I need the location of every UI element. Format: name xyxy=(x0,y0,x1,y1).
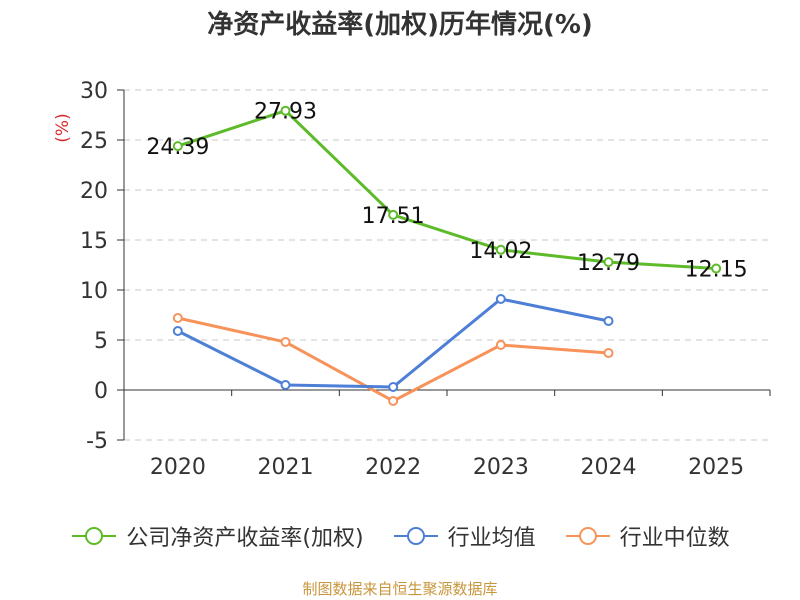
y-tick-label: 25 xyxy=(80,129,108,154)
series-line-0 xyxy=(177,108,717,270)
y-tick-label: 5 xyxy=(94,329,108,354)
legend-label-company: 公司净资产收益率(加权) xyxy=(126,526,364,551)
legend: 公司净资产收益率(加权) 行业均值 行业中位数 xyxy=(0,520,800,552)
x-tick-label: 2024 xyxy=(581,455,637,480)
data-point-series-2 xyxy=(388,396,399,406)
chart-title: 净资产收益率(加权)历年情况(%) xyxy=(207,10,593,40)
data-point-series-1 xyxy=(603,316,614,326)
data-point-series-0 xyxy=(603,257,614,268)
data-point-series-0 xyxy=(172,141,183,152)
data-label: 24.39 xyxy=(146,135,209,160)
data-point-series-0 xyxy=(280,105,291,116)
legend-label-industry-median: 行业中位数 xyxy=(619,526,730,551)
data-point-series-1 xyxy=(172,326,183,336)
x-tick-label: 2022 xyxy=(365,455,421,480)
y-tick-label: -5 xyxy=(86,429,108,454)
y-tick-label: 0 xyxy=(94,379,108,404)
data-point-series-1 xyxy=(495,294,506,304)
data-label: 12.15 xyxy=(685,258,748,283)
x-tick-label: 2023 xyxy=(473,455,529,480)
legend-item-company: 公司净资产收益率(加权) xyxy=(70,520,364,552)
legend-marker-industry-median xyxy=(565,527,610,545)
series-line-1 xyxy=(177,297,609,389)
data-label: 14.02 xyxy=(469,239,532,264)
data-point-series-2 xyxy=(603,348,614,358)
data-point-series-2 xyxy=(495,340,506,350)
y-tick-label: 30 xyxy=(80,79,108,104)
source-footnote: 制图数据来自恒生聚源数据库 xyxy=(302,580,498,598)
x-tick-label: 2021 xyxy=(258,455,314,480)
data-point-series-2 xyxy=(280,337,291,347)
x-tick-label: 2020 xyxy=(150,455,206,480)
legend-label-industry-mean: 行业均值 xyxy=(447,526,536,551)
data-point-series-1 xyxy=(280,380,291,390)
data-point-series-0 xyxy=(495,244,506,255)
y-tick-label: 10 xyxy=(80,279,108,304)
data-point-series-1 xyxy=(388,382,399,392)
legend-marker-company xyxy=(72,527,117,545)
legend-marker-industry-mean xyxy=(393,527,438,545)
data-point-series-0 xyxy=(711,263,722,274)
data-label: 27.93 xyxy=(254,100,317,125)
data-point-series-0 xyxy=(388,209,399,220)
legend-item-industry-mean: 行业均值 xyxy=(392,520,536,552)
x-tick-label: 2025 xyxy=(688,455,744,480)
legend-item-industry-median: 行业中位数 xyxy=(564,520,730,552)
y-axis-label: (%) xyxy=(53,113,73,142)
data-label: 12.79 xyxy=(577,251,640,276)
data-point-series-2 xyxy=(172,313,183,323)
data-label: 17.51 xyxy=(362,204,425,229)
y-tick-label: 20 xyxy=(80,179,108,204)
y-tick-label: 15 xyxy=(80,229,108,254)
